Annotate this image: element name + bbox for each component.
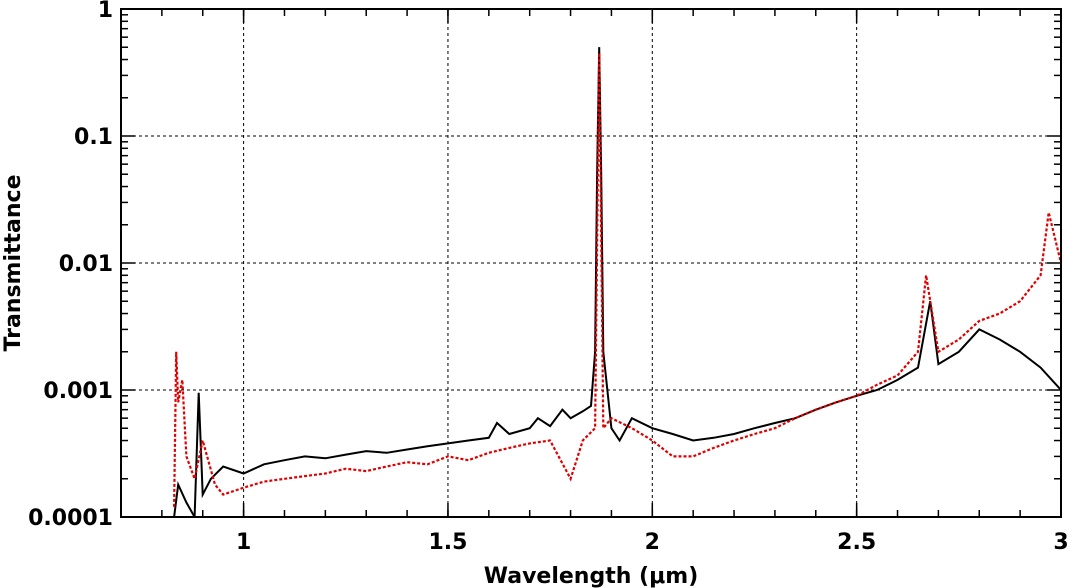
y-tick-label: 0.01 [59,252,113,277]
series-line-red-dotted [173,52,1061,507]
y-axis-title: Transmittance [1,174,26,351]
y-tick-label: 0.1 [74,125,113,150]
series-line-black-solid [173,47,1061,517]
x-tick-label: 3 [1053,530,1068,555]
x-tick-label: 1 [236,530,251,555]
y-tick-labels: 0.0001 0.001 0.01 0.1 1 [28,0,113,531]
grid-lines [121,9,1061,517]
x-axis-title: Wavelength (μm) [484,564,699,588]
y-tick-label: 0.001 [43,379,113,404]
x-tick-labels: 1 1.5 2 2.5 3 [236,530,1069,555]
x-tick-label: 2.5 [837,530,876,555]
axis-ticks [120,8,1062,518]
x-tick-label: 1.5 [428,530,467,555]
series-layer [173,47,1061,517]
y-tick-label: 0.0001 [28,506,113,531]
x-tick-label: 2 [645,530,660,555]
y-tick-label: 1 [98,0,113,23]
